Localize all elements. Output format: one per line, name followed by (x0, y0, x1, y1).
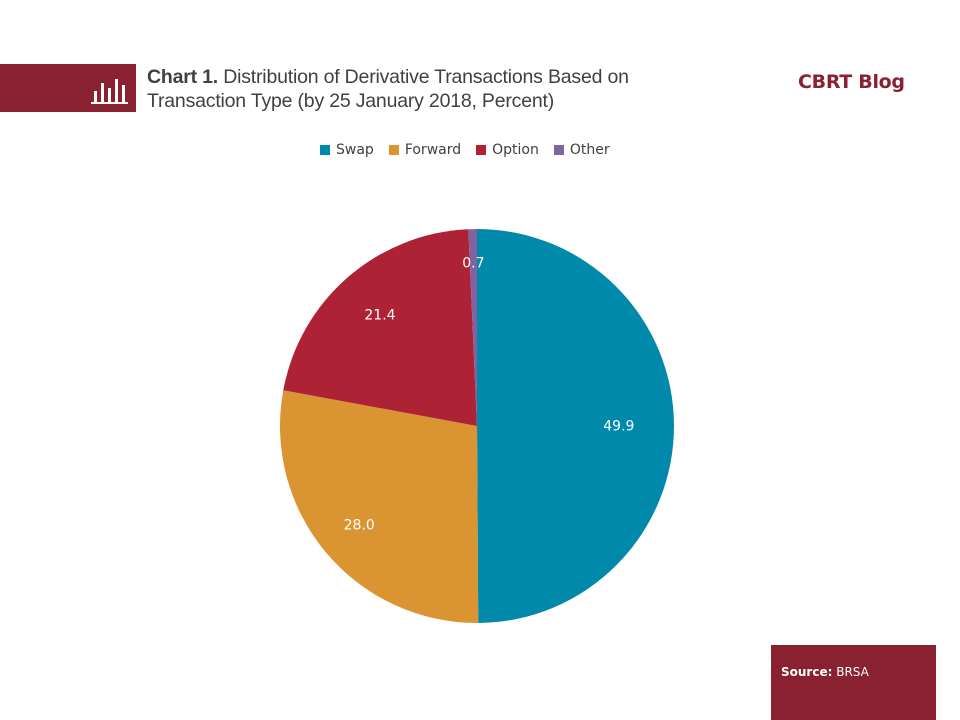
legend-swatch-option (476, 145, 487, 155)
pie-slice-swap (477, 229, 674, 623)
source-box: Source: BRSA (771, 645, 936, 720)
legend-item-forward: Forward (388, 142, 462, 158)
legend-label-other: Other (569, 142, 610, 158)
source-label: Source: (781, 665, 833, 679)
source-note: Source: BRSA (781, 665, 869, 679)
legend-label-swap: Swap (336, 142, 374, 158)
pie-slice-option (283, 229, 477, 426)
legend-swatch-other (553, 145, 564, 155)
bar-chart-icon (91, 79, 128, 104)
pie-slice-other (468, 229, 477, 426)
legend-swatch-swap (320, 145, 330, 155)
legend-swatch-forward (388, 145, 399, 155)
source-value: BRSA (832, 665, 869, 679)
pie-slice-forward (280, 390, 479, 623)
legend-label-option: Option (492, 142, 539, 158)
legend-item-option: Option (476, 142, 539, 158)
chart-title-number: Chart 1. (147, 66, 219, 88)
legend-label-forward: Forward (404, 142, 462, 158)
chart-title: Chart 1. Distribution of Derivative Tran… (147, 65, 707, 113)
chart-title-text: Distribution of Derivative Transactions … (147, 66, 629, 112)
brand-logo-text: CBRT Blog (798, 71, 905, 93)
legend-item-other: Other (553, 142, 610, 158)
chart-legend: Swap Forward Option Other (320, 141, 625, 159)
legend-item-swap: Swap (320, 142, 374, 158)
